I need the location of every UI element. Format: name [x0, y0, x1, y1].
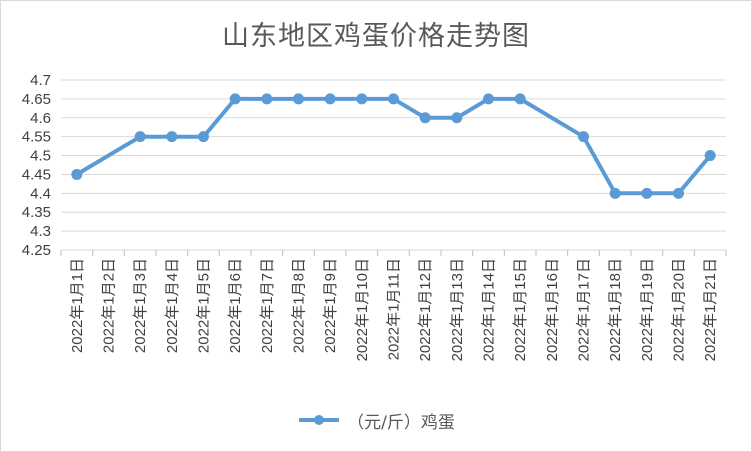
data-point — [419, 112, 431, 124]
y-tick-label: 4.65 — [22, 91, 51, 108]
data-point — [293, 93, 304, 105]
x-tick-label: 2022年1月15日 — [512, 258, 529, 361]
data-point — [514, 93, 526, 105]
legend-marker — [299, 415, 340, 425]
data-point — [451, 112, 463, 124]
x-tick-label: 2022年1月20日 — [671, 258, 688, 361]
x-tick-label: 2022年1月4日 — [164, 258, 181, 353]
legend-label: （元/斤）鸡蛋 — [347, 412, 455, 433]
data-point — [641, 187, 653, 199]
data-point — [261, 93, 273, 105]
x-tick-label: 2022年1月2日 — [101, 258, 118, 353]
data-point — [673, 187, 684, 199]
y-tick-label: 4.45 — [22, 166, 51, 183]
y-tick-label: 4.35 — [22, 204, 51, 221]
y-tick-label: 4.7 — [30, 72, 51, 89]
data-point — [356, 93, 368, 105]
y-tick-label: 4.6 — [30, 110, 51, 127]
data-point — [229, 93, 241, 105]
y-tick-label: 4.25 — [22, 242, 51, 259]
x-tick-label: 2022年1月14日 — [481, 258, 498, 361]
y-tick-label: 4.55 — [22, 129, 51, 146]
x-tick-label: 2022年1月13日 — [449, 258, 466, 361]
x-tick-label: 2022年1月10日 — [354, 258, 371, 361]
x-tick-label: 2022年1月5日 — [196, 258, 213, 353]
x-tick-label: 2022年1月16日 — [544, 258, 561, 361]
x-tick-label: 2022年1月11日 — [386, 258, 403, 360]
y-tick-label: 4.4 — [30, 185, 51, 202]
data-point — [166, 131, 178, 143]
data-point — [704, 150, 716, 162]
y-tick-label: 4.5 — [30, 148, 51, 165]
data-point — [324, 93, 336, 105]
x-tick-label: 2022年1月1日 — [69, 258, 86, 353]
series-line — [74, 96, 713, 196]
x-tick-label: 2022年1月8日 — [291, 258, 308, 353]
x-tick-label: 2022年1月18日 — [607, 258, 624, 361]
data-point — [578, 131, 589, 143]
x-tick-label: 2022年1月12日 — [417, 258, 434, 361]
data-point — [388, 93, 399, 105]
data-point — [71, 168, 83, 180]
x-tick-label: 2022年1月3日 — [132, 258, 149, 353]
legend: （元/斤）鸡蛋 — [0, 408, 752, 433]
x-tick-label: 2022年1月21日 — [702, 258, 719, 361]
x-tick-label: 2022年1月7日 — [259, 258, 276, 353]
data-point — [134, 131, 146, 143]
data-point — [198, 131, 209, 143]
x-tick-label: 2022年1月9日 — [322, 258, 339, 353]
data-point — [609, 187, 621, 199]
x-tick-label: 2022年1月19日 — [639, 258, 656, 361]
x-tick-label: 2022年1月17日 — [576, 258, 593, 361]
chart-title: 山东地区鸡蛋价格走势图 — [222, 21, 530, 52]
data-point — [483, 93, 494, 105]
y-tick-label: 4.3 — [30, 223, 51, 240]
x-tick-label: 2022年1月6日 — [227, 258, 244, 353]
